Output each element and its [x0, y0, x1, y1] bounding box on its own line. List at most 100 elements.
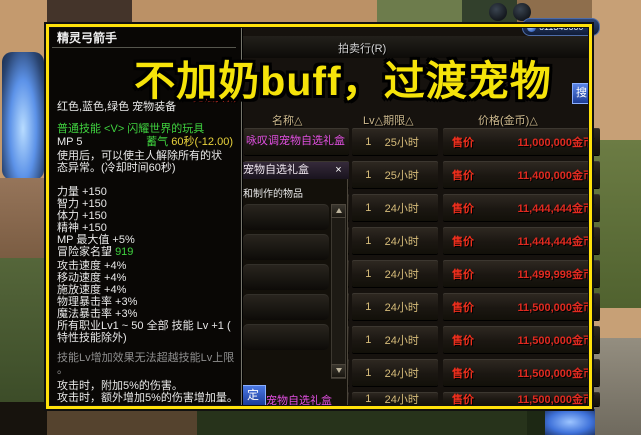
fame-value: 919: [115, 246, 134, 258]
blue-pillar: [545, 409, 595, 435]
price-value: 11,500,000金币: [517, 334, 594, 347]
duration-value: 24小时: [384, 301, 419, 314]
table-row-price[interactable]: 售价 11,499,998金币: [443, 260, 600, 287]
scroll-down-icon[interactable]: [331, 364, 346, 378]
price-value: 11,499,998金币: [517, 268, 594, 281]
scroll-up-icon[interactable]: [331, 204, 346, 218]
duration-value: 24小时: [384, 268, 419, 281]
table-row-lv[interactable]: 1 24小时: [352, 392, 438, 406]
duration-value: 24小时: [384, 202, 419, 215]
price-value: 11,500,000金币: [517, 367, 594, 380]
stat-line: 物理暴击率 +3%: [57, 296, 138, 308]
table-row-lv[interactable]: 1 24小时: [352, 293, 438, 320]
column-header-lv-duration[interactable]: Lv△期限△: [363, 115, 414, 127]
table-row-price[interactable]: 售价 11,500,000金币: [443, 392, 600, 406]
mp-label: MP 5: [57, 136, 83, 148]
price-value: 11,500,000金币: [517, 301, 594, 314]
skill-cap-note: 技能Lv增加效果无法超越技能Lv上限: [57, 352, 235, 364]
lv-value: 1: [365, 333, 372, 346]
stat-line: 体力 +150: [57, 210, 107, 222]
table-row-price[interactable]: 售价 11,400,000金币: [443, 161, 600, 188]
stat-line: MP 最大值 +5%: [57, 234, 135, 246]
list-item[interactable]: [243, 234, 329, 260]
table-row-lv[interactable]: 1 25小时: [352, 128, 438, 155]
list-item[interactable]: [243, 264, 329, 290]
attack-bonus-line: 攻击时，附加5%的伤害。: [57, 380, 183, 392]
list-item[interactable]: [243, 204, 329, 230]
table-row-lv[interactable]: 1 24小时: [352, 326, 438, 353]
duration-value: 24小时: [384, 235, 419, 248]
price-value: 11,444,444金币: [517, 202, 594, 215]
column-header-price[interactable]: 价格(金币)△: [478, 115, 538, 127]
table-row-lv[interactable]: 1 24小时: [352, 359, 438, 386]
duration-value: 24小时: [384, 367, 419, 380]
sale-label: 售价: [452, 169, 474, 182]
lv-value: 1: [365, 168, 372, 181]
sale-label: 售价: [452, 235, 474, 248]
price-value: 11,000,000金币: [517, 136, 594, 149]
table-row-price[interactable]: 售价 11,444,444金币: [443, 194, 600, 221]
price-value: 11,500,000金币: [517, 394, 594, 406]
rocks-right: [592, 338, 641, 435]
duration-value: 24小时: [384, 394, 419, 406]
shadow-left: [0, 402, 47, 435]
skill-cap-note: 。: [57, 364, 68, 376]
table-row-price[interactable]: 售价 11,500,000金币: [443, 293, 600, 320]
duration-value: 25小时: [384, 136, 419, 149]
table-row-price[interactable]: 售价 11,500,000金币: [443, 359, 600, 386]
tooltip-title: 精灵弓箭手: [57, 31, 118, 45]
stat-line: 攻击速度 +4%: [57, 260, 127, 272]
sale-label: 售价: [452, 202, 474, 215]
sale-label: 售价: [452, 394, 474, 406]
popup-title: 宠物自选礼盒: [240, 162, 349, 179]
duration-value: 25小时: [384, 169, 419, 182]
lv-value: 1: [365, 300, 372, 313]
use-description: 态异常。(冷却时间60秒): [57, 162, 176, 174]
tooltip-divider: [52, 47, 236, 48]
duration-value: 24小时: [384, 334, 419, 347]
price-value: 11,400,000金币: [517, 169, 594, 182]
stat-line: 魔法暴击率 +3%: [57, 308, 138, 320]
auction-title: 拍卖行(R): [338, 43, 387, 55]
use-description: 使用后，可以使主人解除所有的状: [57, 150, 222, 162]
table-row-lv[interactable]: 1 25小时: [352, 161, 438, 188]
price-value: 11,444,444金币: [517, 235, 594, 248]
grass-left: [0, 258, 47, 404]
table-row-price[interactable]: 售价 11,500,000金币: [443, 326, 600, 353]
auction-title-bar: [240, 36, 589, 58]
charge-label: 蓄气: [146, 136, 169, 148]
table-row-price[interactable]: 售价 11,444,444金币: [443, 227, 600, 254]
close-icon[interactable]: ×: [335, 164, 342, 176]
lv-value: 1: [365, 234, 372, 247]
skill-line: 普通技能 <V> 闪耀世界的玩具: [57, 123, 205, 135]
sale-label: 售价: [452, 301, 474, 314]
confirm-button[interactable]: 定: [240, 385, 266, 406]
table-row-name[interactable]: 咏叹调宠物自选礼盒: [244, 128, 349, 155]
stat-line: 施放速度 +4%: [57, 284, 127, 296]
fame-label: 冒险家名望: [57, 246, 112, 258]
grass-right: [592, 140, 641, 308]
no-trade-label: 无法交易: [193, 92, 237, 104]
popup-scrollbar[interactable]: [331, 204, 346, 379]
pot-icon: [513, 3, 531, 21]
skill-bonus-line: 特性技能除外): [57, 332, 127, 344]
column-header-name[interactable]: 名称△: [272, 115, 303, 127]
lv-value: 1: [365, 267, 372, 280]
table-row-lv[interactable]: 1 24小时: [352, 260, 438, 287]
list-item[interactable]: [243, 294, 329, 320]
stat-line: 精神 +150: [57, 222, 107, 234]
table-row-lv[interactable]: 1 24小时: [352, 227, 438, 254]
stat-line: 智力 +150: [57, 198, 107, 210]
list-item[interactable]: [243, 324, 329, 350]
gold-balance-value: 611345660: [539, 22, 584, 32]
gold-balance-badge: 611345660: [522, 18, 600, 36]
popup-description: 和制作的物品: [243, 189, 303, 200]
coin-icon: [527, 22, 536, 32]
sale-label: 售价: [452, 136, 474, 149]
charge-value: 60秒(-12.00): [171, 136, 233, 148]
pot-icon: [489, 3, 507, 21]
table-row-lv[interactable]: 1 24小时: [352, 194, 438, 221]
skill-bonus-line: 所有职业Lv1 ~ 50 全部 技能 Lv +1 (: [57, 320, 231, 332]
fame-line: 冒险家名望 919: [57, 246, 133, 258]
table-row-price[interactable]: 售价 11,000,000金币: [443, 128, 600, 155]
